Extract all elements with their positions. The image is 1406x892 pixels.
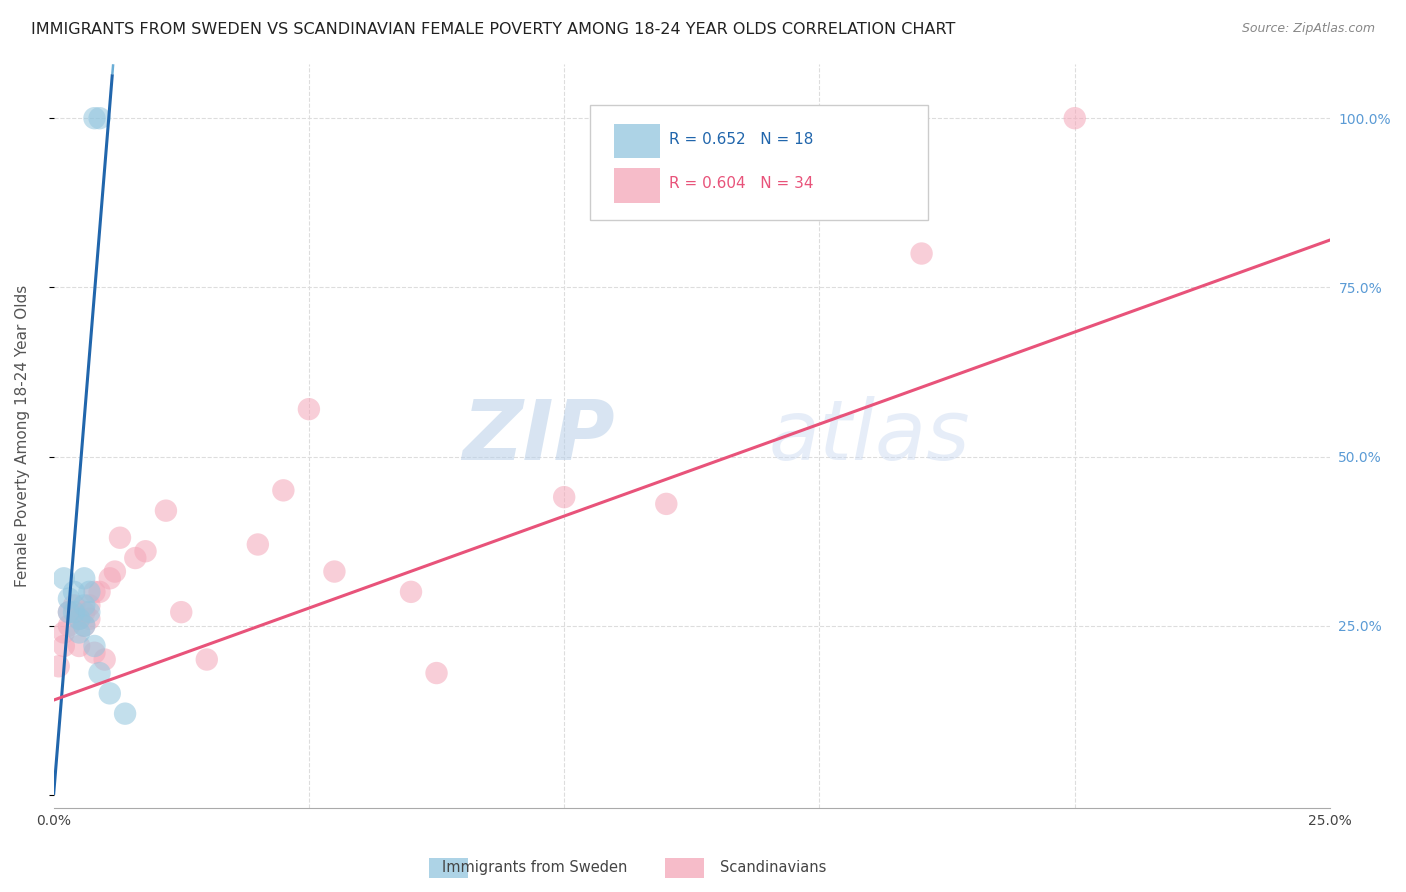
- Text: IMMIGRANTS FROM SWEDEN VS SCANDINAVIAN FEMALE POVERTY AMONG 18-24 YEAR OLDS CORR: IMMIGRANTS FROM SWEDEN VS SCANDINAVIAN F…: [31, 22, 955, 37]
- Point: [195, 652, 218, 666]
- FancyBboxPatch shape: [614, 169, 659, 202]
- Point: [63, 605, 86, 619]
- Point: [73, 618, 96, 632]
- Point: [298, 402, 321, 417]
- Point: [114, 706, 136, 721]
- Point: [83, 646, 105, 660]
- Point: [104, 565, 127, 579]
- Point: [83, 585, 105, 599]
- Point: [323, 565, 346, 579]
- Point: [1063, 112, 1085, 126]
- Point: [58, 618, 80, 632]
- Point: [79, 585, 101, 599]
- Point: [58, 605, 80, 619]
- Text: Scandinavians: Scandinavians: [720, 860, 827, 874]
- Point: [83, 112, 105, 126]
- Point: [273, 483, 295, 498]
- Point: [246, 537, 269, 551]
- Point: [93, 652, 115, 666]
- Text: R = 0.652   N = 18: R = 0.652 N = 18: [669, 132, 813, 147]
- Point: [79, 612, 101, 626]
- Text: Immigrants from Sweden: Immigrants from Sweden: [441, 860, 627, 874]
- Point: [63, 599, 86, 613]
- Point: [124, 551, 146, 566]
- Text: R = 0.604   N = 34: R = 0.604 N = 34: [669, 177, 813, 192]
- Point: [58, 605, 80, 619]
- Point: [67, 612, 90, 626]
- Point: [48, 659, 70, 673]
- Point: [155, 503, 177, 517]
- Point: [655, 497, 678, 511]
- Point: [134, 544, 156, 558]
- Point: [170, 605, 193, 619]
- FancyBboxPatch shape: [614, 124, 659, 158]
- Point: [73, 618, 96, 632]
- Point: [98, 571, 121, 585]
- Point: [425, 666, 447, 681]
- Point: [73, 599, 96, 613]
- Y-axis label: Female Poverty Among 18-24 Year Olds: Female Poverty Among 18-24 Year Olds: [15, 285, 30, 587]
- Point: [89, 112, 111, 126]
- Point: [108, 531, 131, 545]
- Point: [83, 639, 105, 653]
- Text: Source: ZipAtlas.com: Source: ZipAtlas.com: [1241, 22, 1375, 36]
- Point: [67, 612, 90, 626]
- Point: [63, 585, 86, 599]
- Point: [98, 686, 121, 700]
- Point: [73, 605, 96, 619]
- Point: [910, 246, 932, 260]
- Point: [73, 571, 96, 585]
- Point: [553, 490, 575, 504]
- Point: [89, 585, 111, 599]
- Point: [89, 666, 111, 681]
- Point: [79, 599, 101, 613]
- Point: [67, 625, 90, 640]
- Point: [79, 605, 101, 619]
- Point: [52, 625, 75, 640]
- Text: atlas: atlas: [769, 396, 970, 476]
- Point: [399, 585, 422, 599]
- Text: ZIP: ZIP: [463, 396, 616, 476]
- Point: [52, 571, 75, 585]
- Point: [52, 639, 75, 653]
- Point: [58, 591, 80, 606]
- Point: [67, 639, 90, 653]
- FancyBboxPatch shape: [589, 105, 928, 220]
